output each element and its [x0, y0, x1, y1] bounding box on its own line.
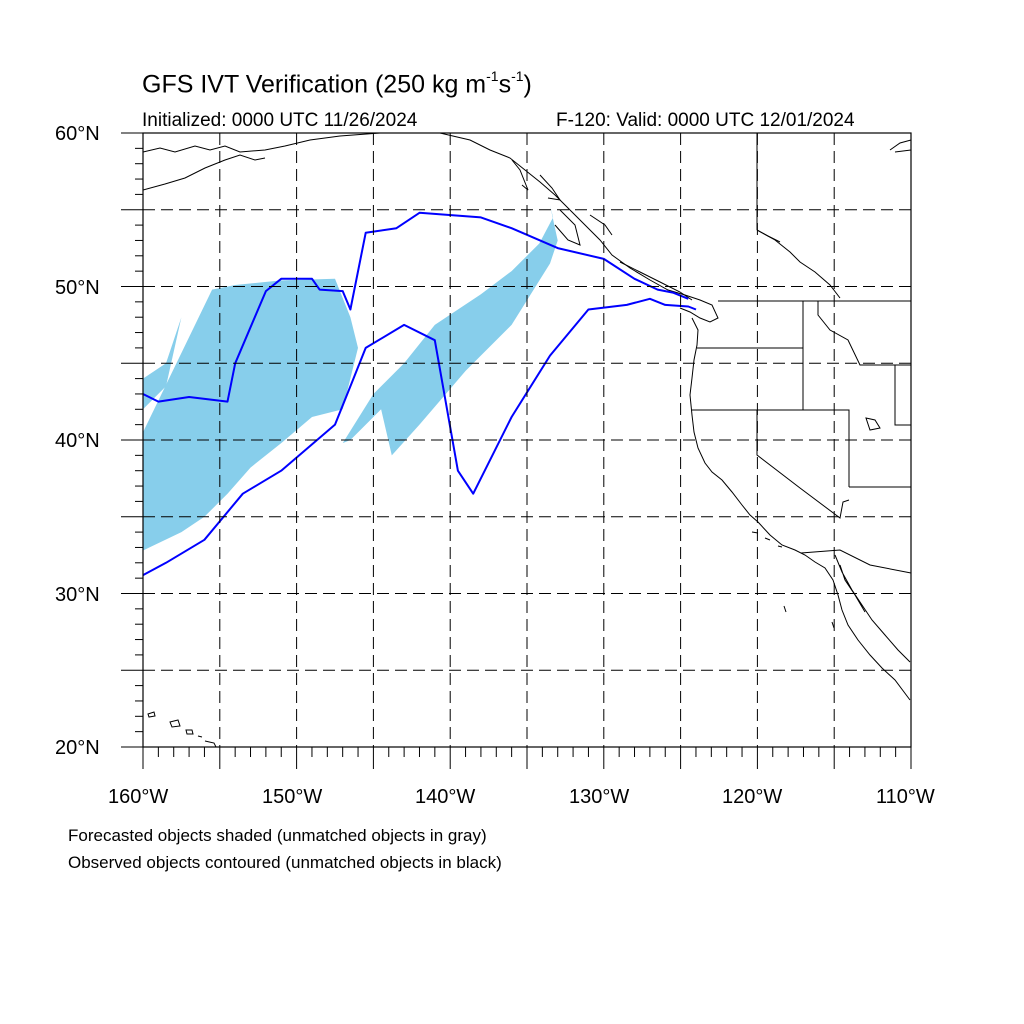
lat-label-20: 20°N	[55, 737, 100, 759]
forecast-note: Forecasted objects shaded (unmatched obj…	[68, 826, 487, 845]
channel-islands	[751, 531, 835, 629]
coastline-gulf-of-california	[834, 554, 911, 663]
observed-contours-layer	[143, 211, 697, 576]
coastline-alaska-gulf	[143, 133, 719, 323]
lon-label-160w: 160°W	[108, 786, 169, 808]
observed-contour-1	[143, 211, 689, 403]
title-exponent-1: -1	[486, 68, 499, 84]
observed-contour-2	[143, 297, 697, 576]
title-close: )	[523, 70, 532, 99]
coastline-layer	[143, 133, 911, 747]
axis-ticks-layer	[121, 132, 912, 769]
valid-label: F-120: Valid: 0000 UTC 12/01/2024	[556, 110, 855, 131]
initialized-label: Initialized: 0000 UTC 11/26/2024	[142, 110, 418, 131]
lon-label-150w: 150°W	[262, 786, 323, 808]
title-main: GFS IVT Verification (250 kg m	[142, 70, 487, 99]
canada-interior-lines	[756, 139, 912, 243]
coastline-bc-islands	[511, 159, 693, 301]
map-title: GFS IVT Verification (250 kg m-1s-1)	[142, 68, 532, 99]
us-state-borders	[692, 301, 912, 574]
lon-label-140w: 140°W	[415, 786, 476, 808]
hawaii-islands	[147, 711, 217, 747]
lon-label-120w: 120°W	[722, 786, 783, 808]
title-exponent-2: -1	[511, 68, 524, 84]
lon-label-130w: 130°W	[569, 786, 630, 808]
lat-label-40: 40°N	[55, 430, 100, 452]
lat-label-50: 50°N	[55, 277, 100, 299]
lat-label-60: 60°N	[55, 123, 100, 145]
forecast-object-3	[342, 205, 558, 456]
observed-note: Observed objects contoured (unmatched ob…	[68, 853, 502, 872]
lon-label-110w: 110°W	[876, 786, 935, 808]
forecast-object-1	[143, 278, 358, 551]
grid-layer	[143, 133, 911, 747]
lat-label-30: 30°N	[55, 584, 100, 606]
alaska-canada-border	[756, 133, 841, 299]
political-borders-layer	[692, 133, 912, 574]
forecast-object-2	[143, 317, 182, 410]
forecast-objects-layer	[143, 205, 558, 551]
coastline-us-west	[689, 317, 911, 701]
title-s: s	[498, 70, 512, 99]
